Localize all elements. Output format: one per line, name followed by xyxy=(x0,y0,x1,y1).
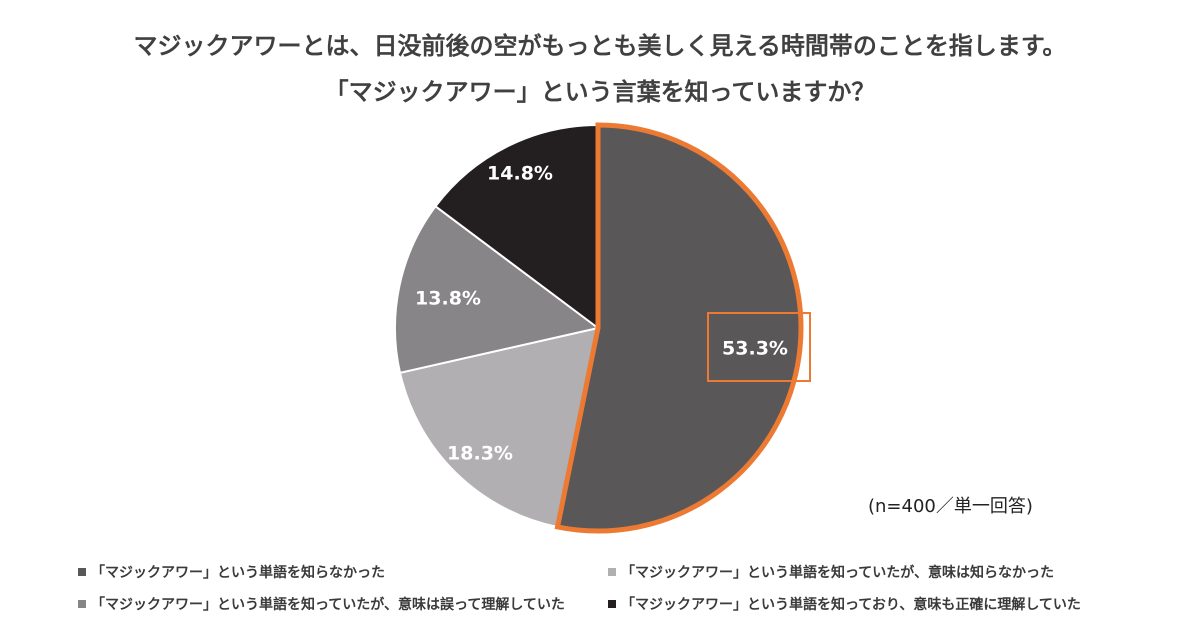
chart-title: マジックアワーとは、日没前後の空がもっとも美しく見える時間帯のことを指します。 xyxy=(133,32,1067,60)
slice-label-4: 14.8% xyxy=(487,163,553,185)
pie-slice-2 xyxy=(398,326,600,529)
legend-swatch-3 xyxy=(78,600,86,608)
legend-item-4: 「マジックアワー」という単語を知っており、意味も正確に理解していた xyxy=(608,594,1081,614)
legend-label-4: 「マジックアワー」という単語を知っており、意味も正確に理解していた xyxy=(621,597,1081,613)
sample-note: (n=400／単一回答) xyxy=(868,496,1033,517)
chart-subtitle: 「マジックアワー」という言葉を知っていますか？ xyxy=(324,78,876,106)
legend-item-1: 「マジックアワー」という単語を知らなかった xyxy=(78,562,385,582)
highlight-label-box xyxy=(707,312,811,382)
legend-label-2: 「マジックアワー」という単語を知っていたが、意味は知らなかった xyxy=(621,565,1055,581)
pie-slice-4 xyxy=(434,123,599,330)
pie-slice-3 xyxy=(394,204,601,375)
legend-swatch-4 xyxy=(608,600,616,608)
slice-label-3: 13.8% xyxy=(415,288,481,310)
legend-label-3: 「マジックアワー」という単語を知っていたが、意味は誤って理解していた xyxy=(91,597,565,613)
legend-swatch-2 xyxy=(608,568,616,576)
slice-label-2: 18.3% xyxy=(447,443,513,465)
legend-item-2: 「マジックアワー」という単語を知っていたが、意味は知らなかった xyxy=(608,562,1054,582)
slice-label-1: 53.3% xyxy=(722,338,788,360)
legend-label-1: 「マジックアワー」という単語を知らなかった xyxy=(91,565,385,581)
highlight-outline xyxy=(554,122,804,534)
legend-item-3: 「マジックアワー」という単語を知っていたが、意味は誤って理解していた xyxy=(78,594,565,614)
legend-swatch-1 xyxy=(78,568,86,576)
